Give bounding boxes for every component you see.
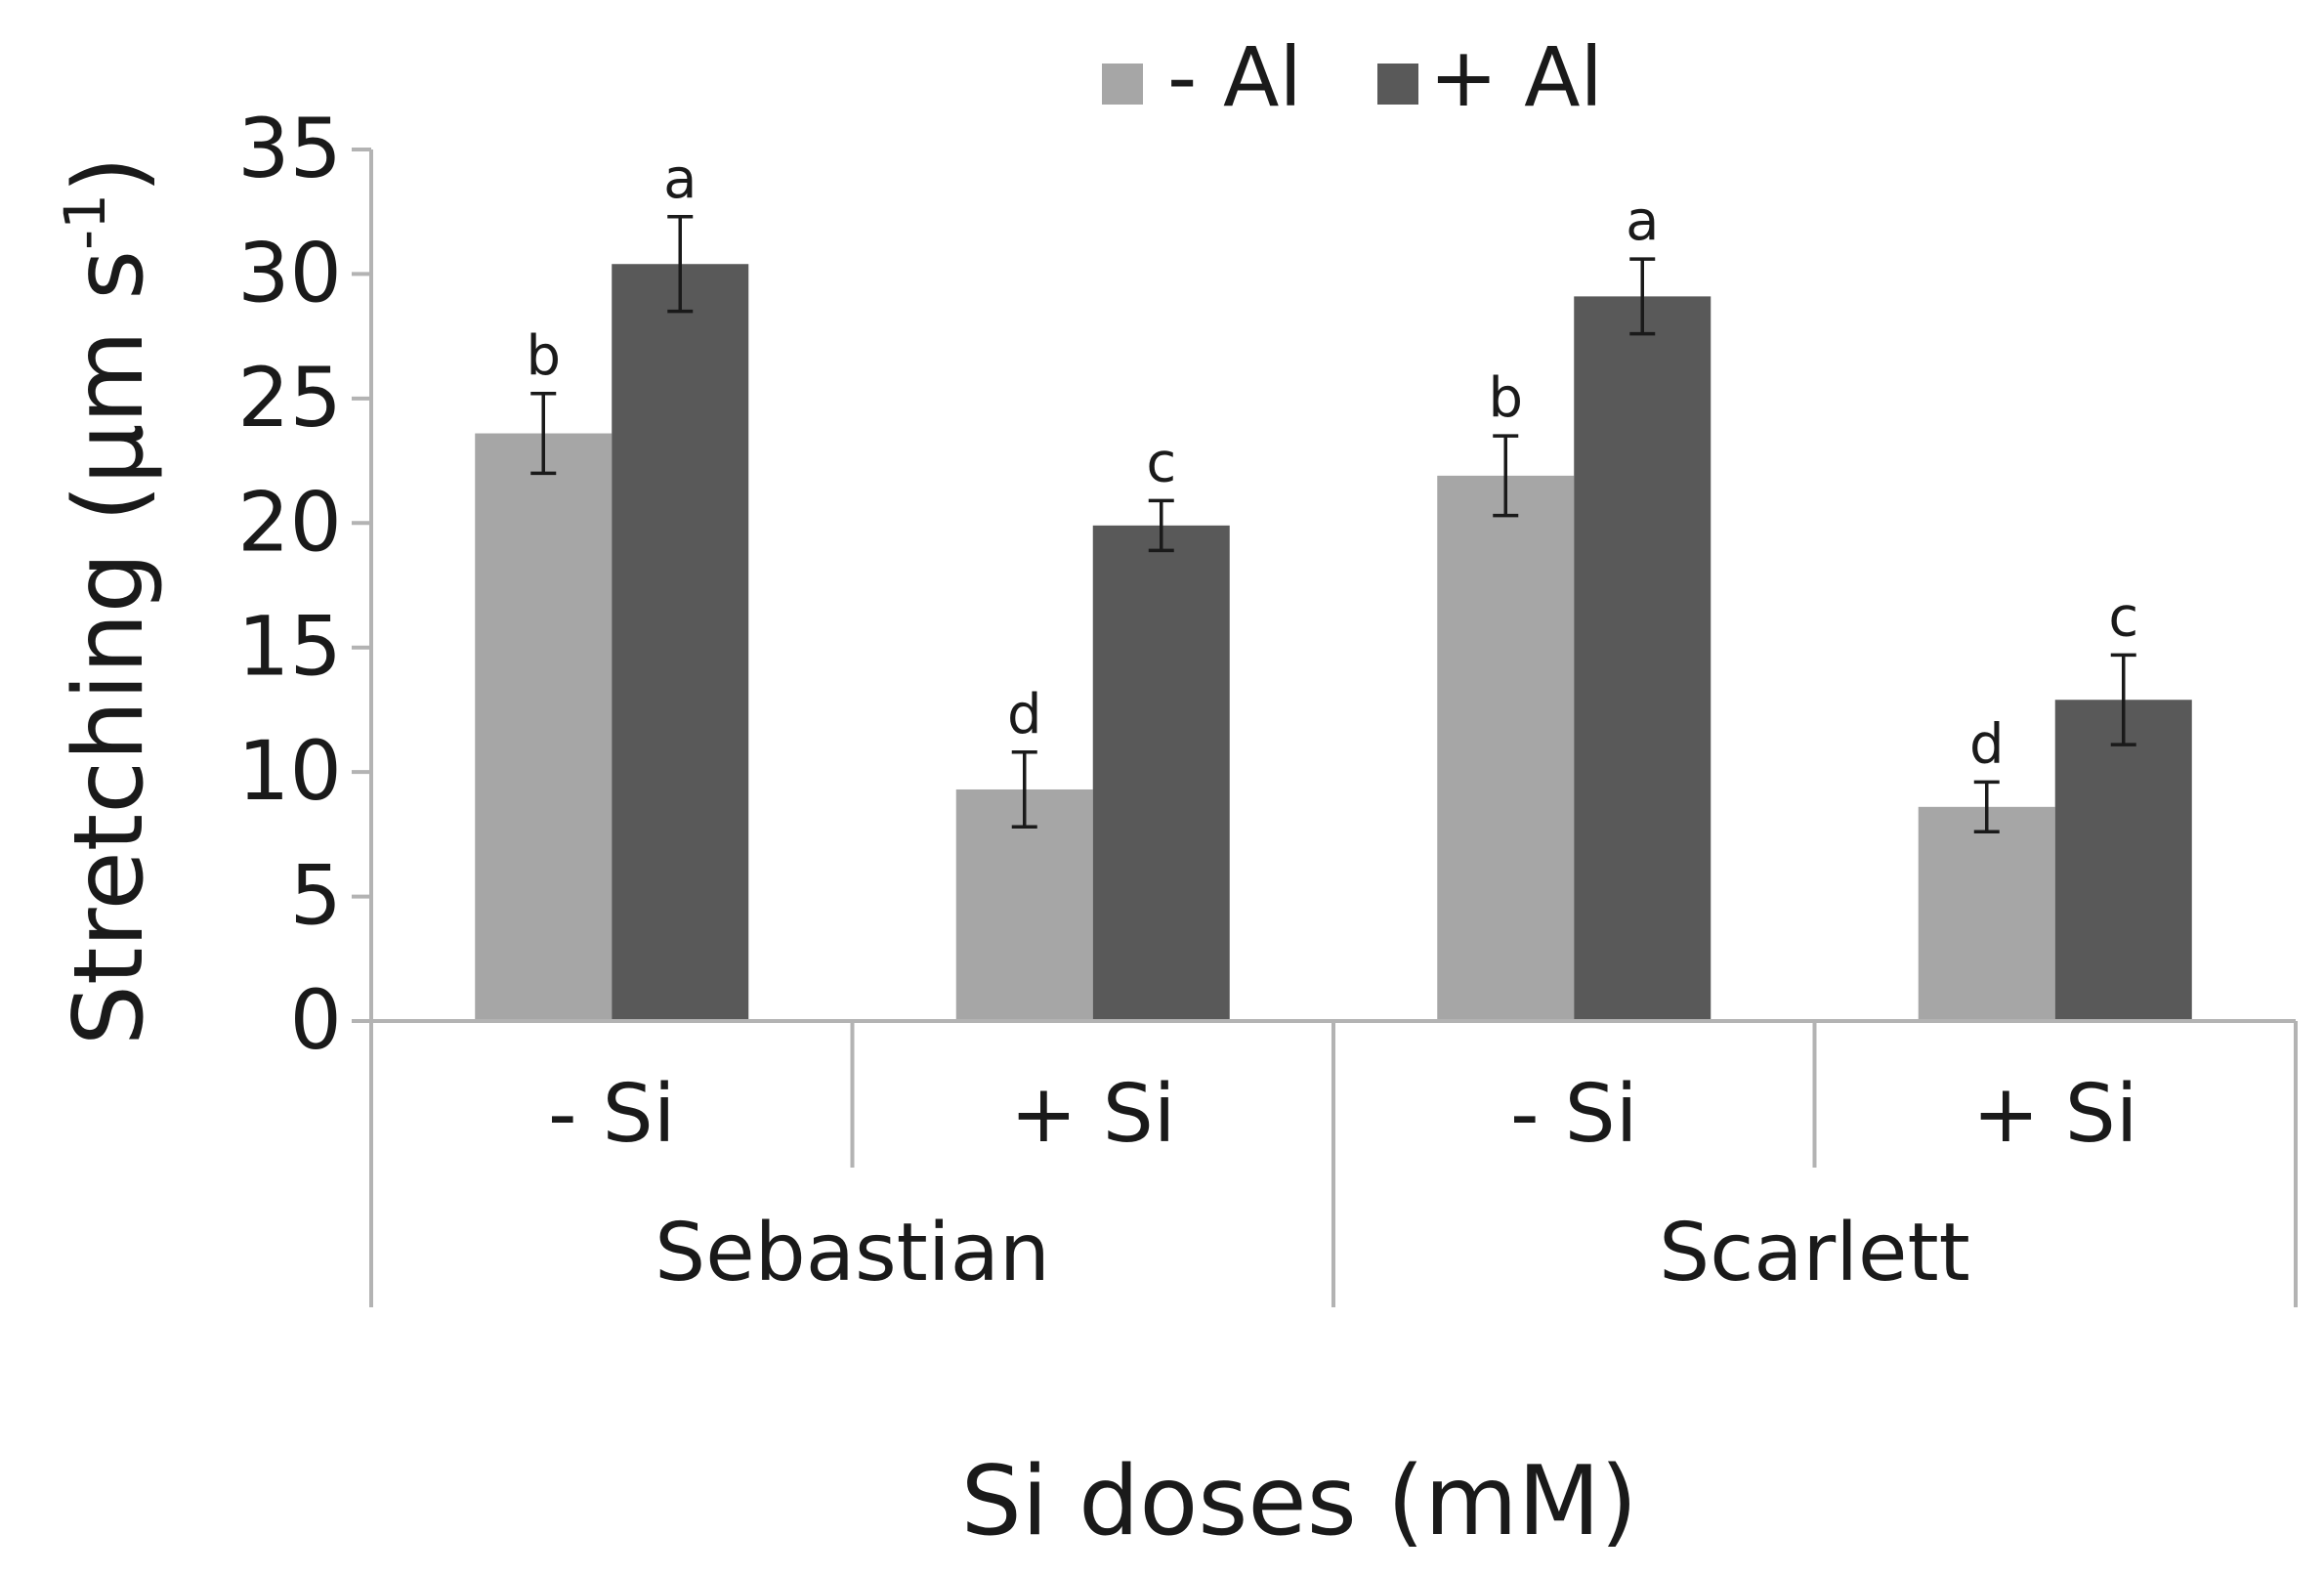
significance-letter: b: [1488, 366, 1523, 430]
y-tick-label: 25: [237, 350, 342, 446]
significance-letter: b: [526, 324, 561, 388]
y-tick-label: 0: [290, 972, 342, 1068]
y-tick-label: 35: [237, 101, 342, 196]
significance-letter: c: [2108, 585, 2138, 649]
x-category-label: + Si: [1972, 1068, 2138, 1161]
y-tick-label: 15: [237, 599, 342, 695]
bar: [1092, 525, 1230, 1021]
bar: [1918, 806, 2055, 1021]
y-tick-label: 5: [290, 848, 342, 944]
significance-letter: d: [1007, 683, 1042, 746]
legend-label: + Al: [1429, 29, 1603, 125]
x-category-label: - Si: [548, 1068, 676, 1161]
y-axis-title-superscript: -1: [52, 193, 118, 250]
bar: [1574, 296, 1711, 1021]
bar: [1437, 475, 1575, 1021]
significance-letter: a: [1626, 190, 1659, 253]
legend-label: - Al: [1167, 29, 1302, 125]
x-group-label: Scarlett: [1659, 1207, 1970, 1299]
legend-swatch: [1377, 64, 1418, 105]
significance-letter: a: [663, 148, 697, 211]
y-axis: 0 5 10 15 20 25 30 35: [237, 101, 373, 1068]
x-category-label: + Si: [1010, 1068, 1176, 1161]
bar: [475, 433, 613, 1022]
y-axis-title-close: ): [54, 156, 165, 193]
y-tick-label: 20: [237, 474, 342, 570]
x-group-label: Sebastian: [655, 1207, 1050, 1299]
legend: - Al + Al: [1102, 29, 1603, 125]
x-category-label: - Si: [1510, 1068, 1638, 1161]
significance-letter: d: [1969, 712, 2005, 776]
y-axis-title: Stretching (µm s-1): [52, 156, 165, 1046]
bar-series: b d b d a c a c: [475, 148, 2192, 1022]
y-axis-title-main: Stretching (µm s: [54, 250, 165, 1045]
axis-titles: Stretching (µm s-1) Si doses (mM): [52, 156, 1637, 1557]
x-axis: - Si + Si - Si + Si Sebastian Scarlett: [369, 1019, 2298, 1307]
significance-letter: c: [1146, 431, 1176, 494]
bar: [612, 264, 749, 1022]
x-axis-title: Si doses (mM): [961, 1446, 1638, 1557]
bar: [2054, 700, 2192, 1021]
legend-swatch: [1102, 64, 1143, 105]
y-tick-label: 30: [237, 225, 342, 320]
y-tick-label: 10: [237, 723, 342, 819]
